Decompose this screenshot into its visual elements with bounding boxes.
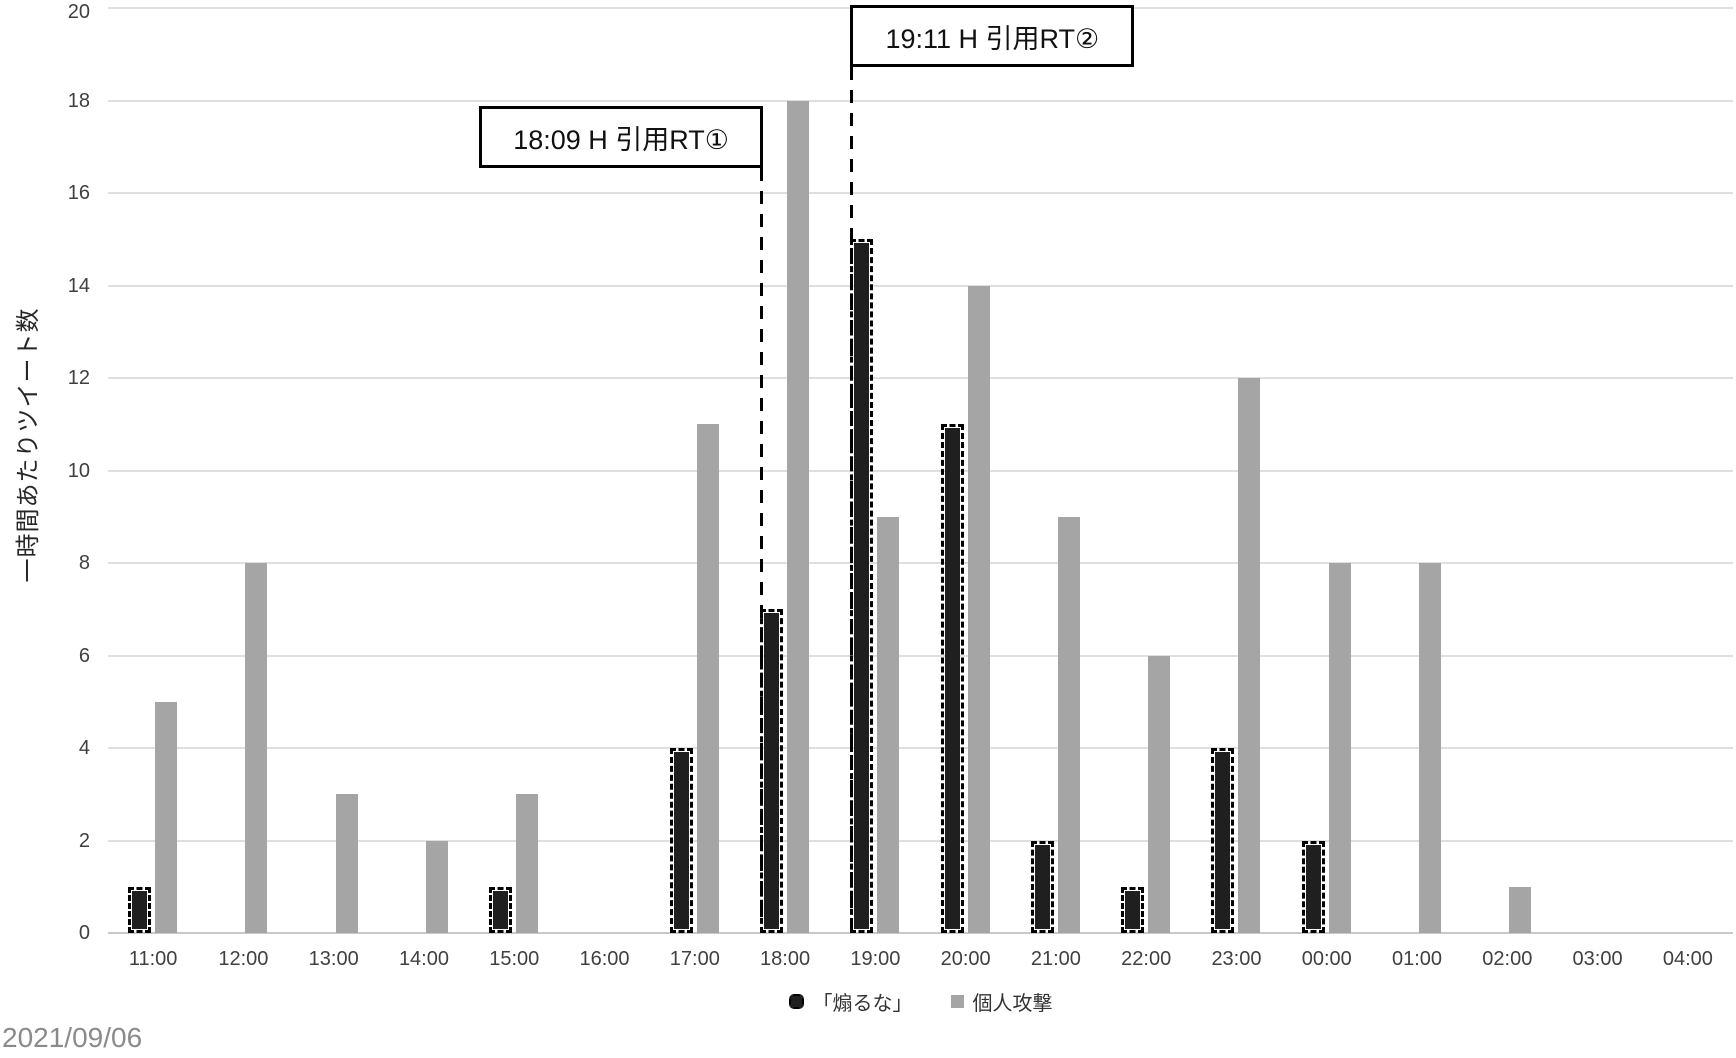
bar-series2-01:00 — [1419, 563, 1442, 933]
gridline — [108, 284, 1733, 287]
gridline — [108, 654, 1733, 657]
x-tick-label: 15:00 — [489, 948, 540, 970]
x-tick-label: 22:00 — [1121, 948, 1172, 970]
y-tick-label: 14 — [67, 274, 90, 297]
x-tick-label: 02:00 — [1482, 948, 1533, 970]
x-tick-label: 14:00 — [398, 948, 449, 970]
bar-series1-11:00 — [128, 886, 152, 933]
legend-marker-dashed-square — [788, 993, 804, 1009]
bar-series1-21:00 — [1030, 840, 1054, 933]
bar-series1-23:00 — [1211, 748, 1235, 933]
bar-series1-20:00 — [940, 424, 964, 933]
bar-series2-21:00 — [1057, 516, 1080, 933]
gridline — [108, 839, 1733, 842]
y-tick-label: 12 — [67, 367, 90, 389]
date-label: 2021/09/06 — [2, 1022, 143, 1053]
bar-series2-00:00 — [1328, 563, 1351, 933]
x-tick-label: 13:00 — [308, 948, 359, 970]
bar-series1-17:00 — [669, 748, 693, 933]
x-tick-label: 04:00 — [1662, 948, 1713, 970]
x-tick-label: 01:00 — [1391, 948, 1443, 970]
bar-series2-20:00 — [967, 285, 990, 933]
bar-series2-14:00 — [425, 840, 448, 933]
bar-series2-22:00 — [1148, 655, 1171, 933]
bar-series2-15:00 — [516, 794, 539, 933]
y-tick-label: 20 — [67, 1, 90, 23]
annotation-box-1: 18:09 H 引用RT① — [479, 106, 764, 168]
y-tick-label: 16 — [67, 182, 90, 204]
y-tick-label: 6 — [78, 644, 90, 667]
legend-item-2: 個人攻撃 — [950, 987, 1053, 1016]
y-tick-label: 18 — [67, 89, 90, 112]
gridline — [108, 562, 1733, 564]
bar-series1-15:00 — [489, 886, 513, 933]
x-tick-label: 17:00 — [669, 948, 720, 970]
bar-series1-18:00 — [760, 609, 784, 933]
bar-series2-02:00 — [1509, 886, 1532, 933]
gridline — [108, 377, 1733, 379]
y-tick-label: 4 — [78, 737, 90, 759]
x-tick-label: 20:00 — [940, 948, 991, 970]
gridline — [108, 747, 1733, 749]
x-tick-label: 19:00 — [850, 948, 901, 970]
x-tick-label: 23:00 — [1211, 948, 1262, 970]
bar-series1-00:00 — [1301, 840, 1325, 933]
y-tick-label: 0 — [78, 922, 90, 944]
x-tick-label: 16:00 — [579, 948, 630, 970]
x-tick-label: 21:00 — [1030, 948, 1081, 970]
y-tick-label: 10 — [67, 459, 90, 482]
legend-marker-square — [950, 994, 964, 1008]
legend-label: 個人攻撃 — [972, 992, 1053, 1015]
x-tick-label: 00:00 — [1301, 948, 1352, 970]
gridline — [108, 99, 1733, 102]
bar-series2-11:00 — [155, 701, 178, 933]
y-tick-label: 2 — [78, 829, 90, 852]
gridline — [108, 469, 1733, 472]
x-tick-label: 12:00 — [218, 948, 269, 970]
bar-series2-13:00 — [335, 794, 358, 933]
gridline — [108, 192, 1733, 194]
bar-series2-12:00 — [245, 563, 268, 933]
bar-series2-19:00 — [877, 516, 900, 933]
legend-item-1: 「煽るな」 — [788, 987, 913, 1016]
bar-series2-17:00 — [696, 424, 719, 933]
bar-series2-18:00 — [787, 100, 810, 933]
x-tick-label: 03:00 — [1572, 948, 1623, 970]
bar-series1-22:00 — [1121, 886, 1145, 933]
annotation-dashed-line-1 — [760, 168, 764, 933]
x-tick-label: 18:00 — [760, 948, 811, 970]
annotation-box-2: 19:11 H 引用RT② — [850, 5, 1135, 67]
legend-label: 「煽るな」 — [812, 992, 913, 1015]
x-axis-line — [108, 932, 1733, 934]
legend: 「煽るな」 個人攻撃 — [108, 986, 1733, 1016]
bar-series2-23:00 — [1238, 378, 1261, 933]
bar-series1-19:00 — [850, 239, 874, 933]
y-tick-label: 8 — [78, 552, 90, 574]
x-tick-label: 11:00 — [128, 948, 178, 970]
